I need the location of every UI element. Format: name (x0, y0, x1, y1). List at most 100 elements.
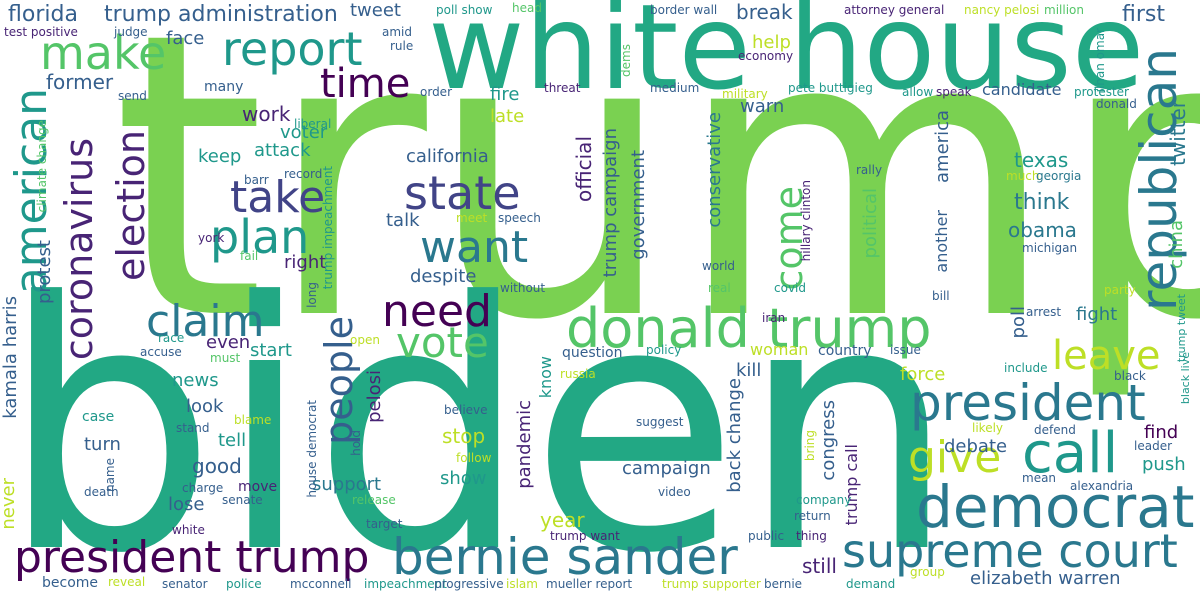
word-mcconnell: mcconnell (290, 577, 352, 591)
word-vote: vote (396, 318, 489, 367)
word-democrat: democrat (916, 473, 1195, 541)
word-help: help (752, 32, 791, 53)
word-push: push (1142, 454, 1186, 475)
word-barr: barr (244, 173, 269, 187)
word-economy: economy (738, 49, 794, 63)
word-keep: keep (198, 146, 242, 167)
word-meet: meet (456, 211, 488, 225)
word-open: open (350, 333, 380, 347)
word-need: need (382, 286, 492, 337)
word-company: company (796, 493, 852, 507)
word-charge: charge (182, 481, 224, 495)
word-likely: likely (972, 421, 1004, 435)
word-obama: obama (1008, 218, 1077, 242)
word-america: america (932, 110, 953, 183)
word-turn: turn (84, 434, 121, 455)
word-black: black (1114, 369, 1146, 383)
word-covid: covid (774, 281, 806, 295)
word-poll-show: poll show (436, 3, 493, 17)
word-trump-call: trump call (842, 444, 861, 526)
word-hold: hold (349, 430, 363, 456)
word-bring: bring (803, 430, 817, 462)
word-year: year (540, 508, 585, 532)
word-work: work (242, 102, 291, 126)
word-biden: biden (0, 230, 957, 600)
word-lose: lose (168, 494, 205, 515)
word-start: start (250, 340, 292, 361)
word-long: long (305, 282, 319, 308)
word-bernie-sander: bernie sander (392, 528, 738, 586)
word-become: become (42, 575, 99, 591)
word-donald-trump: donald trump (566, 297, 932, 360)
word-dems: dems (619, 44, 633, 77)
word-nancy-pelosi: nancy pelosi (964, 3, 1040, 17)
word-texas: texas (1014, 148, 1069, 172)
word-think: think (1014, 190, 1070, 215)
word-former: former (46, 70, 114, 94)
word-pelosi: pelosi (364, 370, 385, 423)
word-pandemic: pandemic (514, 400, 535, 489)
word-accuse: accuse (140, 345, 182, 359)
word-follow: follow (456, 451, 492, 465)
word-candidate: candidate (982, 80, 1062, 99)
word-blame: blame (234, 413, 272, 427)
word-judge: judge (114, 25, 148, 39)
word-demand: demand (846, 577, 896, 591)
word-russia: russia (560, 367, 596, 381)
word-question: question (562, 345, 623, 361)
word-thing: thing (796, 529, 827, 543)
word-voter: voter (280, 122, 328, 143)
word-progressive: progressive (434, 577, 504, 591)
word-amid: amid (382, 25, 412, 39)
word-woman: woman (750, 340, 809, 359)
word-house-democrat: house democrat (305, 400, 319, 498)
word-coronavirus: coronavirus (57, 138, 101, 361)
word-rally: rally (856, 163, 883, 177)
word-real: real (708, 281, 731, 295)
word-state: state (404, 166, 521, 220)
word-want: want (420, 222, 529, 273)
word-even: even (206, 332, 251, 353)
word-pete-buttigieg: pete buttigieg (788, 81, 873, 95)
word-speak: speak (936, 85, 972, 99)
word-bernie: bernie (764, 577, 803, 591)
word-tweet: tweet (350, 0, 401, 21)
word-trump: trump (112, 0, 1200, 406)
word-fight: fight (1076, 304, 1118, 325)
word-president-trump: president trump (14, 532, 370, 583)
word-include: include (1004, 361, 1048, 375)
word-climate-change: climate change (35, 120, 49, 213)
word-good: good (192, 454, 242, 478)
word-break: break (736, 0, 793, 24)
word-attack: attack (254, 140, 311, 161)
word-senate: senate (222, 493, 263, 507)
word-country: country (818, 343, 872, 359)
word-mueller-report: mueller report (546, 577, 633, 591)
word-send: send (118, 89, 147, 103)
word-government: government (628, 150, 649, 260)
word-time: time (320, 61, 411, 107)
word-support: support (312, 474, 382, 495)
word-arrest: arrest (1026, 305, 1062, 319)
word-michigan: michigan (1022, 241, 1078, 255)
word-issue: issue (890, 343, 921, 357)
word-stop: stop (442, 424, 486, 448)
word-republican: republican (1130, 48, 1188, 311)
word-fail: fail (240, 249, 259, 263)
word-political: political (860, 188, 881, 259)
word-georgia: georgia (1036, 169, 1082, 183)
word-leader: leader (1134, 439, 1173, 453)
word-twitter: twitter (1166, 100, 1190, 166)
word-senator: senator (162, 577, 208, 591)
word-claim: claim (146, 296, 265, 347)
word-tell: tell (218, 430, 247, 451)
word-party: party (1104, 283, 1136, 297)
word-hillary-clinton: hillary clinton (799, 180, 813, 262)
word-record: record (284, 167, 323, 181)
word-election: election (109, 130, 153, 281)
word-speech: speech (498, 211, 541, 225)
word-know: know (536, 356, 555, 399)
word-trump-impeachment: trump impeachment (321, 166, 335, 290)
word-protest: protest (34, 240, 55, 305)
word-never: never (0, 478, 19, 530)
